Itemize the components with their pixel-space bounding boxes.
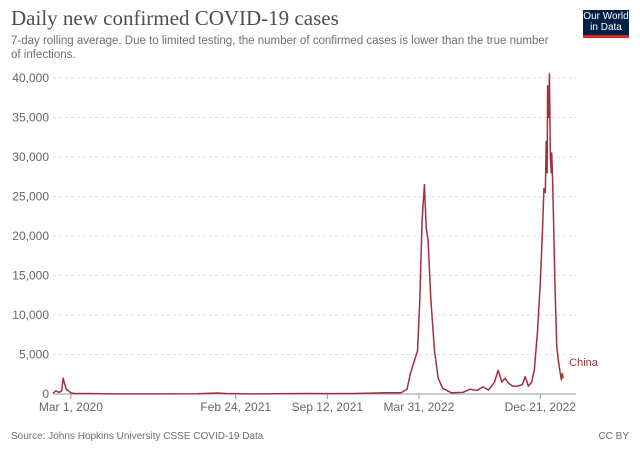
- chart-subtitle: 7-day rolling average. Due to limited te…: [11, 35, 549, 61]
- license-link[interactable]: CC BY: [598, 431, 629, 442]
- x-tick-label: Sep 12, 2021: [292, 400, 364, 414]
- x-tick-label: Mar 31, 2022: [384, 400, 455, 414]
- y-tick-label: 20,000: [12, 229, 49, 243]
- x-axis: Mar 1, 2020 Feb 24, 2021 Sep 12, 2021 Mar 3…: [39, 393, 577, 414]
- y-axis-tick-labels: 0 5,000 10,000 15,000 20,000 25,000 30,000 35,0…: [12, 71, 49, 401]
- x-tick-label: Dec 21, 2022: [505, 400, 577, 414]
- y-tick-label: 40,000: [12, 71, 49, 85]
- y-tick-label: 5,000: [19, 348, 49, 362]
- y-tick-label: 0: [42, 387, 49, 401]
- y-tick-label: 25,000: [12, 190, 49, 204]
- gridlines: [53, 77, 576, 355]
- y-tick-label: 30,000: [12, 150, 49, 164]
- logo-line-1: Our World: [583, 11, 629, 22]
- x-tick-label: Feb 24, 2021: [200, 400, 271, 414]
- series-lines: China: [52, 73, 599, 395]
- chart-title: Daily new confirmed COVID-19 cases: [11, 6, 339, 30]
- logo-line-2: in Data: [590, 22, 622, 33]
- x-tick-label: Mar 1, 2020: [39, 400, 103, 414]
- source-note[interactable]: Source: Johns Hopkins University CSSE CO…: [11, 431, 264, 442]
- our-world-in-data-logo[interactable]: Our World in Data: [583, 10, 629, 38]
- series-end-label: China: [569, 357, 599, 369]
- logo-accent-bar: [583, 35, 629, 38]
- y-tick-label: 35,000: [12, 111, 49, 125]
- y-tick-label: 10,000: [12, 308, 49, 322]
- y-tick-label: 15,000: [12, 269, 49, 283]
- series-line-china: [52, 73, 564, 395]
